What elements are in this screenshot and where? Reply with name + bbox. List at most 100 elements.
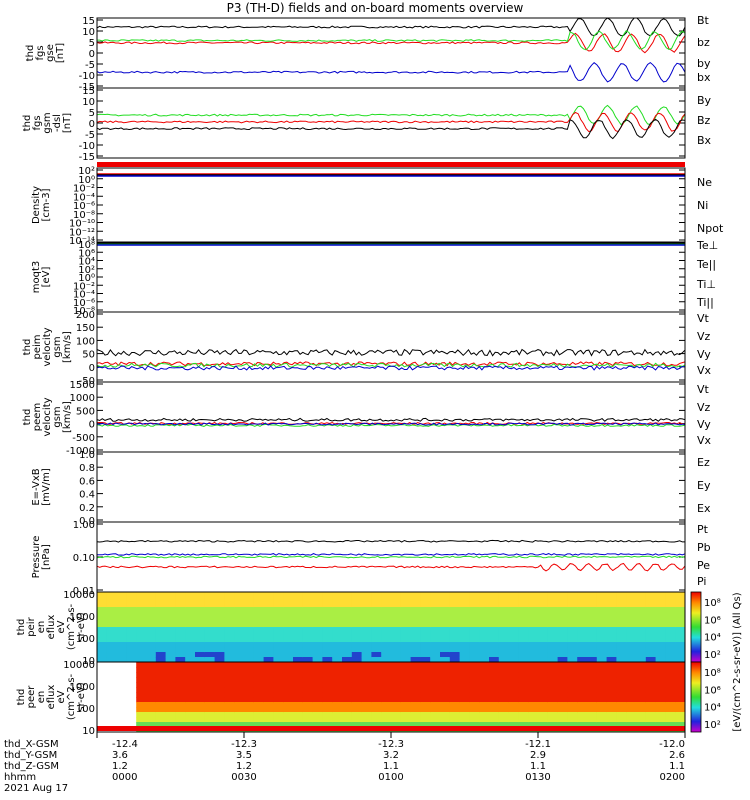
panel-10-ylabel: thd — [16, 689, 27, 706]
panel-10-ylabel: en — [36, 691, 47, 704]
panel-2-ylabel: thd — [22, 115, 33, 132]
panel-5-ytick-label: 0 — [89, 363, 95, 374]
panel-6-ylabel: velocity — [42, 397, 53, 436]
panel-7-ytick-label: 1.0 — [79, 450, 95, 461]
panel-10-ylabel: peer — [26, 685, 37, 709]
legend-Bz: Bz — [697, 114, 711, 127]
xtick-x-gsm: -12.3 — [378, 739, 404, 750]
panel-1-ytick-label: -5 — [85, 60, 95, 71]
panel-4-ytick-label: 10² — [78, 265, 95, 276]
panel-9-ytick-label: 10000 — [63, 590, 95, 601]
xtick-z-gsm: 1.1 — [530, 761, 546, 772]
legend-Ne: Ne — [697, 176, 712, 189]
legend-Vt: Vt — [697, 383, 710, 396]
panel-2-ylabel: -dsl — [52, 114, 63, 132]
legend-Vx: Vx — [697, 434, 712, 447]
panel-2-ylabel: [nT] — [62, 113, 73, 133]
panel-4-ytick-label: 10⁻² — [73, 281, 95, 292]
xtick-z-gsm: 1.1 — [669, 761, 685, 772]
panel-3-ytick-label: 10⁻² — [73, 184, 95, 195]
colorbar-tick-label: 10⁴ — [704, 703, 721, 714]
panel-8-ytick-label: 0.10 — [73, 553, 95, 564]
legend-Vy: Vy — [697, 348, 711, 361]
panel-2-ylabel: fgs — [32, 115, 43, 130]
legend-by: by — [697, 57, 711, 70]
xtick-x-gsm: -12.0 — [659, 739, 685, 750]
legend-Ex: Ex — [697, 502, 711, 515]
legend-Ti⊥: Ti⊥ — [696, 278, 716, 291]
panel-10-ytick-label: 100 — [76, 704, 95, 715]
xtick-z-gsm: 1.1 — [383, 761, 399, 772]
series-Bz-line — [96, 111, 686, 133]
panel-10-ylabel: sr-eV) — [76, 682, 87, 711]
legend-Bx: Bx — [697, 134, 712, 147]
panel-3-ytick-label: 10⁻⁶ — [73, 201, 95, 212]
panel-5: 200 150 100 50 0 -50 thd peim velocity gsm [km/s] V… — [22, 310, 712, 387]
spectrogram-cells — [97, 662, 686, 733]
panel-4-ytick-label: 10⁻⁸ — [73, 306, 95, 317]
panel-6-ylabel: [km/s] — [62, 401, 73, 433]
panel-2-ytick-label: 15 — [82, 86, 95, 97]
panel-6-ytick-label: -1000 — [66, 446, 95, 457]
series-Vy-line — [96, 423, 686, 427]
panel-7-ytick-label: 0.2 — [79, 503, 95, 514]
series-bz-line — [96, 32, 686, 54]
x-axis: -12.43.61.20000-12.33.51.20030-12.33.21.… — [4, 732, 686, 794]
panel-8: 1.00 0.10 0.01 Pressure [nPa] Pt Pb Pe Pi — [31, 520, 711, 597]
panel-8-ytick-label: 1.00 — [73, 520, 95, 531]
series-Bx-line — [96, 118, 686, 140]
xaxis-row-label: thd_Z-GSM — [4, 761, 59, 772]
panel-5-ylabel: peim — [32, 334, 43, 359]
colorbar-tick-label: 10⁸ — [704, 598, 721, 609]
series-bx-line — [96, 61, 686, 83]
colorbar-label: [eV/(cm^2-s-sr-eV)] (All Qs) — [732, 592, 743, 731]
panel-4-ylabel: [eV] — [41, 267, 52, 288]
panel-10-ylabel: eflux — [46, 685, 57, 710]
panel-9-ylabel: eV — [56, 620, 67, 633]
panel-3-ylabel: Density — [31, 186, 42, 224]
panel-4-ytick-label: 10⁸ — [78, 240, 95, 251]
panel-3-ytick-label: 10⁻¹² — [69, 227, 95, 238]
xtick-x-gsm: -12.1 — [525, 739, 551, 750]
panel-9-ylabel: en — [36, 621, 47, 634]
panel-3-ytick-label: 10⁻¹⁰ — [69, 219, 95, 230]
panel-4-frame — [96, 241, 686, 313]
panel-9-ytick-label: 100 — [76, 634, 95, 645]
colorbar-tick-label: 10² — [704, 650, 721, 661]
panel-5-ytick-label: 150 — [76, 323, 95, 334]
series-Vx-line — [96, 422, 686, 426]
panel-1-ytick-label: 15 — [82, 16, 95, 27]
series-Pe-line — [96, 555, 686, 559]
panel-2-ylabel: gsm — [42, 112, 53, 133]
legend-Vz: Vz — [697, 401, 711, 414]
legend-Npot: Npot — [697, 222, 724, 235]
xtick-y-gsm: 3.6 — [112, 750, 128, 761]
xtick-y-gsm: 3.2 — [383, 750, 399, 761]
panel-5-ylabel: gsm — [52, 336, 63, 357]
xtick-z-gsm: 1.2 — [112, 761, 128, 772]
panel-2-ytick-label: 0 — [89, 119, 95, 130]
colorbar-tick-label: 10⁶ — [704, 685, 721, 696]
xaxis-row-label: thd_X-GSM — [4, 739, 59, 750]
legend-Ni: Ni — [697, 199, 708, 212]
panel-1-ytick-label: 10 — [82, 27, 95, 38]
series-Vt-line — [96, 417, 686, 422]
xtick-hhmm: 0130 — [525, 772, 550, 783]
panel-4-ytick-label: 10⁰ — [78, 273, 95, 284]
panel-6-frame — [96, 381, 686, 453]
panel-9-ytick-label: 10 — [82, 656, 95, 667]
red-status-bar — [97, 162, 685, 167]
panel-2-ytick-label: -5 — [85, 130, 95, 141]
panel-6-ytick-label: -500 — [72, 433, 95, 444]
xtick-hhmm: 0000 — [112, 772, 137, 783]
panel-9-ylabel: peir — [26, 616, 37, 636]
xtick-z-gsm: 1.2 — [236, 761, 252, 772]
panel-9-ytick-label: 1000 — [70, 612, 95, 623]
panel-4-ylabel: moqt3 — [31, 261, 42, 294]
panel-10-ylabel: eV — [56, 690, 67, 703]
panel-1-frame — [96, 17, 686, 89]
